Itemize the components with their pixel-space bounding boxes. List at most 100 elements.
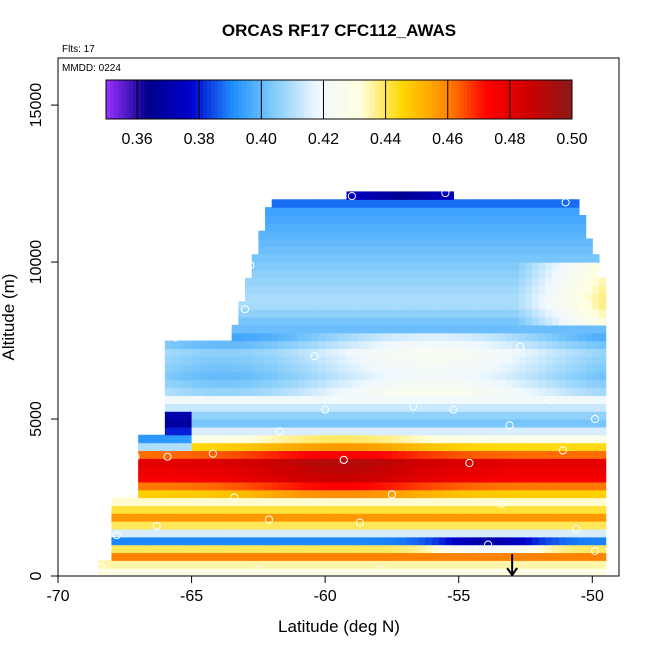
heatmap-cell <box>318 222 326 232</box>
heatmap-cell <box>458 348 466 357</box>
heatmap-cell <box>298 285 306 295</box>
heatmap-cell <box>144 473 153 483</box>
heatmap-cell <box>505 222 513 232</box>
heatmap-cell <box>525 426 533 436</box>
heatmap-cell <box>291 332 300 342</box>
colorbar-swatch <box>125 80 130 119</box>
heatmap-cell <box>418 309 426 318</box>
heatmap-cell <box>445 293 453 302</box>
heatmap-cell <box>485 442 493 452</box>
heatmap-cell <box>393 191 401 200</box>
heatmap-cell <box>391 442 400 452</box>
heatmap-cell <box>305 309 313 318</box>
heatmap-cell <box>305 262 313 271</box>
heatmap-cell <box>440 191 448 200</box>
heatmap-cell <box>418 489 426 499</box>
heatmap-cell <box>472 277 480 287</box>
heatmap-cell <box>305 277 313 287</box>
heatmap-cell <box>351 364 360 373</box>
heatmap-cell <box>191 536 199 546</box>
heatmap-cell <box>525 246 533 255</box>
heatmap-cell <box>452 536 460 546</box>
heatmap-cell <box>572 214 580 224</box>
heatmap-cell <box>425 552 433 561</box>
heatmap-cell <box>278 277 286 287</box>
heatmap-cell <box>538 403 547 412</box>
heatmap-cell <box>405 450 413 459</box>
heatmap-cell <box>418 246 426 255</box>
heatmap-cell <box>278 544 286 554</box>
heatmap-cell <box>265 466 273 475</box>
heatmap-cell <box>492 269 500 279</box>
heatmap-cell <box>285 379 293 389</box>
heatmap-cell <box>398 301 406 310</box>
heatmap-cell <box>419 191 428 200</box>
heatmap-cell <box>365 442 373 452</box>
heatmap-cell <box>311 466 320 475</box>
heatmap-cell <box>438 552 446 561</box>
heatmap-cell <box>411 434 420 444</box>
heatmap-cell <box>458 340 466 349</box>
heatmap-cell <box>452 395 460 404</box>
heatmap-cell <box>385 473 393 483</box>
heatmap-cell <box>318 450 326 459</box>
heatmap-cell <box>492 340 500 349</box>
heatmap-cell <box>291 238 300 247</box>
heatmap-cell <box>532 285 540 295</box>
heatmap-cell <box>518 466 527 475</box>
heatmap-cell <box>398 544 406 554</box>
colorbar-swatch <box>443 80 449 119</box>
colorbar-swatch <box>474 80 480 119</box>
heatmap-cell <box>184 505 193 514</box>
heatmap-cell <box>411 536 420 546</box>
heatmap-cell <box>592 371 600 381</box>
heatmap-cell <box>545 552 553 561</box>
heatmap-cell <box>184 450 193 459</box>
heatmap-cell <box>512 434 520 444</box>
colorbar-swatch <box>245 80 251 119</box>
heatmap-cell <box>458 403 466 412</box>
heatmap-cell <box>211 364 219 373</box>
heatmap-cell <box>498 324 507 334</box>
heatmap-cell <box>211 419 219 428</box>
heatmap-cell <box>498 568 507 577</box>
heatmap-cell <box>251 364 259 373</box>
heatmap-cell <box>265 293 273 302</box>
heatmap-cell <box>345 332 353 342</box>
heatmap-cell <box>298 246 306 255</box>
heatmap-cell <box>585 364 593 373</box>
colorbar-swatch <box>529 80 534 119</box>
heatmap-cell <box>298 340 306 349</box>
heatmap-cell <box>592 466 600 475</box>
heatmap-cell <box>425 277 433 287</box>
heatmap-cell <box>452 419 460 428</box>
heatmap-cell <box>485 568 493 577</box>
heatmap-cell <box>552 301 560 310</box>
heatmap-cell <box>218 419 226 428</box>
heatmap-cell <box>325 340 333 349</box>
colorbar-swatch <box>199 80 204 119</box>
heatmap-cell <box>438 536 446 546</box>
heatmap-cell <box>271 371 279 381</box>
heatmap-cell <box>251 324 259 334</box>
heatmap-cell <box>158 450 166 459</box>
heatmap-cell <box>418 458 426 467</box>
heatmap-cell <box>391 317 400 326</box>
heatmap-cell <box>472 379 480 389</box>
heatmap-cell <box>398 497 406 506</box>
heatmap-cell <box>505 536 513 546</box>
heatmap-cell <box>465 395 473 404</box>
heatmap-cell <box>432 419 440 428</box>
heatmap-cell <box>358 395 366 404</box>
heatmap-cell <box>298 379 306 389</box>
heatmap-cell <box>585 371 593 381</box>
heatmap-cell <box>525 560 533 569</box>
heatmap-cell <box>425 324 433 334</box>
heatmap-cell <box>365 458 373 467</box>
heatmap-cell <box>164 442 173 452</box>
heatmap-cell <box>365 348 373 357</box>
heatmap-cell <box>578 419 587 428</box>
heatmap-cell <box>271 238 279 247</box>
heatmap-cell <box>478 277 487 287</box>
heatmap-cell <box>578 356 587 365</box>
